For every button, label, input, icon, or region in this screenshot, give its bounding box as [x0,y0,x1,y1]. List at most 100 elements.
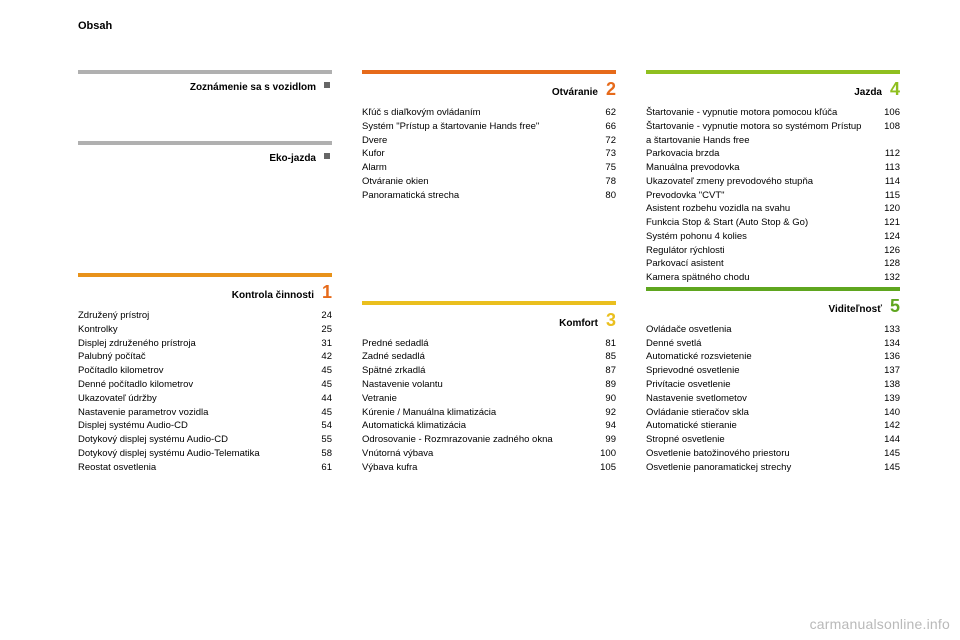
toc-entry: Reostat osvetlenia61 [78,461,332,475]
entry-page: 66 [586,120,616,134]
toc-entry: Osvetlenie batožinového priestoru145 [646,447,900,461]
entry-label: Funkcia Stop & Start (Auto Stop & Go) [646,216,870,230]
entry-page: 75 [586,161,616,175]
entry-page: 58 [302,447,332,461]
entry-list: Kľúč s diaľkovým ovládaním62Systém "Prís… [362,106,616,202]
entry-label: Parkovacia brzda [646,147,870,161]
toc-entry: Systém pohonu 4 kolies124 [646,230,900,244]
toc-section: Zoznámenie sa s vozidlom [78,68,332,101]
toc-entry: Otváranie okien78 [362,175,616,189]
entry-label: Automatické stieranie [646,419,870,433]
entry-page: 24 [302,309,332,323]
toc-entry: Dotykový displej systému Audio-Telematik… [78,447,332,461]
toc-entry: Výbava kufra105 [362,461,616,475]
toc-entry: Regulátor rýchlosti126 [646,244,900,258]
toc-entry: Ovládače osvetlenia133 [646,323,900,337]
toc-section: Otváranie2Kľúč s diaľkovým ovládaním62Sy… [362,68,616,202]
toc-entry: Funkcia Stop & Start (Auto Stop & Go)121 [646,216,900,230]
entry-page: 25 [302,323,332,337]
toc-entry: Štartovanie - vypnutie motora so systémo… [646,120,900,148]
toc-entry: Automatická klimatizácia94 [362,419,616,433]
toc-entry: Palubný počítač42 [78,350,332,364]
section-bar [646,70,900,74]
entry-label: Kamera spätného chodu [646,271,870,285]
page-title: Obsah [78,20,112,32]
entry-label: Osvetlenie batožinového priestoru [646,447,870,461]
entry-list: Štartovanie - vypnutie motora pomocou kľ… [646,106,900,285]
entry-page: 126 [870,244,900,258]
entry-label: Displej systému Audio-CD [78,419,302,433]
section-bar [362,70,616,74]
entry-label: Parkovací asistent [646,257,870,271]
entry-page: 112 [870,147,900,161]
entry-page: 87 [586,364,616,378]
entry-label: Kontrolky [78,323,302,337]
toc-entry: Automatické rozsvietenie136 [646,350,900,364]
entry-page: 42 [302,350,332,364]
entry-label: Výbava kufra [362,461,586,475]
toc-entry: Nastavenie svetlometov139 [646,392,900,406]
entry-label: Dotykový displej systému Audio-Telematik… [78,447,302,461]
toc-entry: Nastavenie parametrov vozidla45 [78,406,332,420]
toc-section: Viditeľnosť5Ovládače osvetlenia133Denné … [646,285,900,474]
toc-entry: Predné sedadlá81 [362,337,616,351]
toc-entry: Panoramatická strecha80 [362,189,616,203]
entry-page: 121 [870,216,900,230]
toc-entry: Stropné osvetlenie144 [646,433,900,447]
entry-label: Reostat osvetlenia [78,461,302,475]
entry-page: 106 [870,106,900,120]
entry-page: 114 [870,175,900,189]
entry-label: Asistent rozbehu vozidla na svahu [646,202,870,216]
entry-page: 133 [870,323,900,337]
toc-entry: Alarm75 [362,161,616,175]
toc-entry: Automatické stieranie142 [646,419,900,433]
section-number: 4 [882,80,900,98]
entry-list: Združený prístroj24Kontrolky25Displej zd… [78,309,332,474]
toc-section: Eko-jazda [78,139,332,172]
entry-page: 108 [870,120,900,148]
entry-page: 100 [586,447,616,461]
toc-entry: Počítadlo kilometrov45 [78,364,332,378]
entry-label: Stropné osvetlenie [646,433,870,447]
section-title: Viditeľnosť [646,304,882,315]
entry-page: 78 [586,175,616,189]
entry-label: Privítacie osvetlenie [646,378,870,392]
toc-entry: Kontrolky25 [78,323,332,337]
toc-section: Jazda4 Štartovanie - vypnutie motora pomo… [646,68,900,285]
entry-page: 44 [302,392,332,406]
entry-page: 134 [870,337,900,351]
entry-label: Otváranie okien [362,175,586,189]
entry-page: 90 [586,392,616,406]
entry-label: Dvere [362,134,586,148]
entry-page: 61 [302,461,332,475]
entry-page: 54 [302,419,332,433]
entry-page: 89 [586,378,616,392]
entry-page: 139 [870,392,900,406]
entry-label: Displej združeného prístroja [78,337,302,351]
entry-label: Kľúč s diaľkovým ovládaním [362,106,586,120]
entry-label: Vnútorná výbava [362,447,586,461]
toc-entry: Spätné zrkadlá87 [362,364,616,378]
toc-entry: Ukazovateľ údržby44 [78,392,332,406]
entry-label: Automatická klimatizácia [362,419,586,433]
entry-page: 92 [586,406,616,420]
entry-page: 94 [586,419,616,433]
section-bar [362,301,616,305]
toc-entry: Sprievodné osvetlenie137 [646,364,900,378]
toc-columns: Zoznámenie sa s vozidlom Eko-jazda Kontrol… [78,68,900,474]
watermark: carmanualsonline.info [810,616,950,632]
toc-entry: Dvere72 [362,134,616,148]
entry-label: Systém "Prístup a štartovanie Hands free… [362,120,586,134]
entry-page: 128 [870,257,900,271]
entry-label: Ukazovateľ údržby [78,392,302,406]
toc-entry: Parkovací asistent128 [646,257,900,271]
toc-entry: Odrosovanie - Rozmrazovanie zadného okna… [362,433,616,447]
section-number: 3 [598,311,616,329]
entry-label: Manuálna prevodovka [646,161,870,175]
entry-label: Štartovanie - vypnutie motora pomocou kľ… [646,106,870,120]
entry-page: 137 [870,364,900,378]
entry-label: Osvetlenie panoramatickej strechy [646,461,870,475]
entry-label: Automatické rozsvietenie [646,350,870,364]
section-title: Jazda [646,87,882,98]
entry-page: 145 [870,447,900,461]
